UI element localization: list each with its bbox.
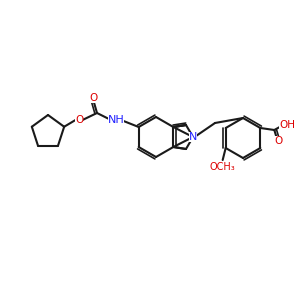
Text: OH: OH	[279, 120, 295, 130]
Text: OCH₃: OCH₃	[210, 162, 236, 172]
Text: O: O	[89, 93, 97, 103]
Text: N: N	[189, 132, 197, 142]
Text: O: O	[75, 115, 83, 125]
Text: O: O	[274, 136, 282, 146]
Text: NH: NH	[108, 115, 124, 125]
